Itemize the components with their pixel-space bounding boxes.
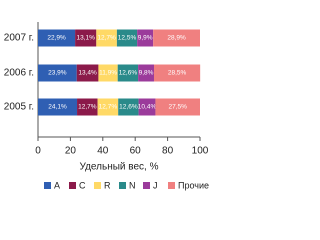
x-tick-label: 80: [162, 146, 174, 157]
legend-label: A: [54, 180, 60, 190]
value-label: 13,4%: [78, 70, 97, 77]
bar-segment: [116, 29, 138, 47]
legend-label: J: [153, 180, 158, 190]
value-label: 9,8%: [139, 70, 154, 77]
y-tick-label: 2005 г.: [4, 102, 34, 113]
bar-segment: [137, 29, 154, 47]
bar-segment: [38, 64, 77, 82]
x-tick-label: 100: [192, 146, 209, 157]
legend-swatch: [168, 182, 175, 189]
value-label: 22,9%: [47, 35, 66, 42]
x-tick-label: 40: [97, 146, 109, 157]
x-tick-label: 20: [65, 146, 77, 157]
y-tick-label: 2007 г.: [4, 33, 34, 44]
value-label: 27,5%: [169, 104, 188, 111]
value-label: 28,5%: [168, 70, 187, 77]
value-label: 12,6%: [119, 70, 138, 77]
value-label: 9,9%: [138, 35, 153, 42]
value-label: 12,7%: [78, 104, 97, 111]
value-label: 23,9%: [48, 70, 67, 77]
value-label: 24,1%: [48, 104, 67, 111]
bar-segment: [138, 64, 154, 82]
bar-segment: [76, 64, 99, 82]
value-label: 11,9%: [99, 70, 117, 77]
value-label: 12,5%: [118, 35, 137, 42]
bar-segment: [98, 64, 118, 82]
value-label: 10,4%: [138, 104, 157, 111]
legend-swatch: [94, 182, 101, 189]
bar-segment: [138, 98, 156, 116]
legend-swatch: [119, 182, 126, 189]
legend-label: N: [129, 180, 136, 190]
bar-segment: [96, 29, 117, 47]
value-label: 12,6%: [119, 104, 138, 111]
bar-segment: [77, 98, 98, 116]
value-label: 28,9%: [167, 35, 186, 42]
legend-swatch: [69, 182, 76, 189]
bar-segment: [75, 29, 97, 47]
bar-segment: [38, 29, 76, 47]
value-label: 12,7%: [99, 104, 118, 111]
bar-segment: [117, 64, 139, 82]
legend-label: C: [79, 180, 86, 190]
bar-segment: [97, 98, 119, 116]
value-label: 12,7%: [97, 35, 116, 42]
legend-swatch: [143, 182, 150, 189]
legend-swatch: [44, 182, 51, 189]
x-axis-title: Удельный вес, %: [80, 162, 159, 173]
x-tick-label: 0: [35, 146, 41, 157]
x-tick-label: 60: [130, 146, 142, 157]
y-tick-label: 2006 г.: [4, 68, 34, 79]
bar-segment: [153, 29, 200, 47]
legend-label: Прочие: [178, 180, 209, 190]
legend-label: R: [104, 180, 111, 190]
bar-segment: [38, 98, 78, 116]
bar-segment: [153, 64, 201, 82]
value-label: 13,1%: [76, 35, 95, 42]
chart: Удельный вес, % 0 20 40 60 80 100 2007 г. 22,9%…: [4, 22, 209, 190]
bar-segment: [118, 98, 139, 116]
bar-segment: [155, 98, 200, 116]
